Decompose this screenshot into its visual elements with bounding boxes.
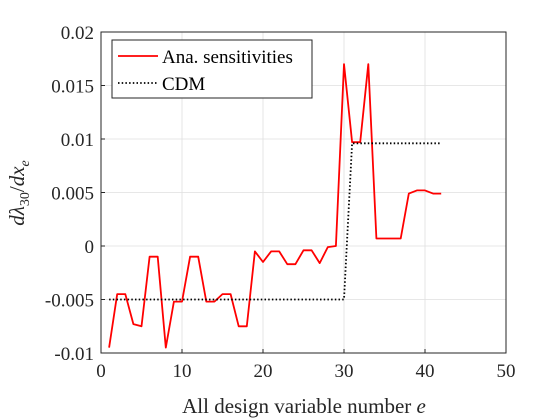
series-line-ana-sensitivities (108, 63, 442, 349)
x-axis-label-text: All design variable number (182, 394, 416, 418)
y-tick-label: 0.02 (61, 23, 94, 44)
y-tick-label: -0.005 (45, 291, 94, 312)
x-tick-label: 20 (254, 361, 273, 382)
y-tick-label: 0 (85, 237, 95, 258)
legend: Ana. sensitivities CDM (111, 39, 313, 99)
y-tick-label: 0.005 (51, 184, 94, 205)
legend-label-cdm: CDM (162, 74, 205, 95)
series-layer (108, 63, 442, 349)
legend-box (111, 39, 313, 99)
x-tick-label: 10 (173, 361, 192, 382)
x-axis-label-var: e (417, 394, 426, 418)
y-axis-label: dλ30/dxe (5, 160, 33, 226)
legend-label-ana: Ana. sensitivities (162, 47, 293, 68)
y-tick-label: 0.015 (51, 77, 94, 98)
y-tick-label: -0.01 (54, 344, 94, 365)
x-tick-label: 50 (497, 361, 516, 382)
y-tick-label: 0.01 (61, 130, 94, 151)
x-tick-label: 40 (416, 361, 435, 382)
x-axis-label: All design variable number e (182, 394, 426, 418)
x-tick-label: 30 (335, 361, 354, 382)
axis-ticks: 0 10 20 30 40 50 -0.01 -0.005 0 0.005 0.01 0.015 0.0… (45, 23, 516, 382)
x-tick-label: 0 (96, 361, 106, 382)
